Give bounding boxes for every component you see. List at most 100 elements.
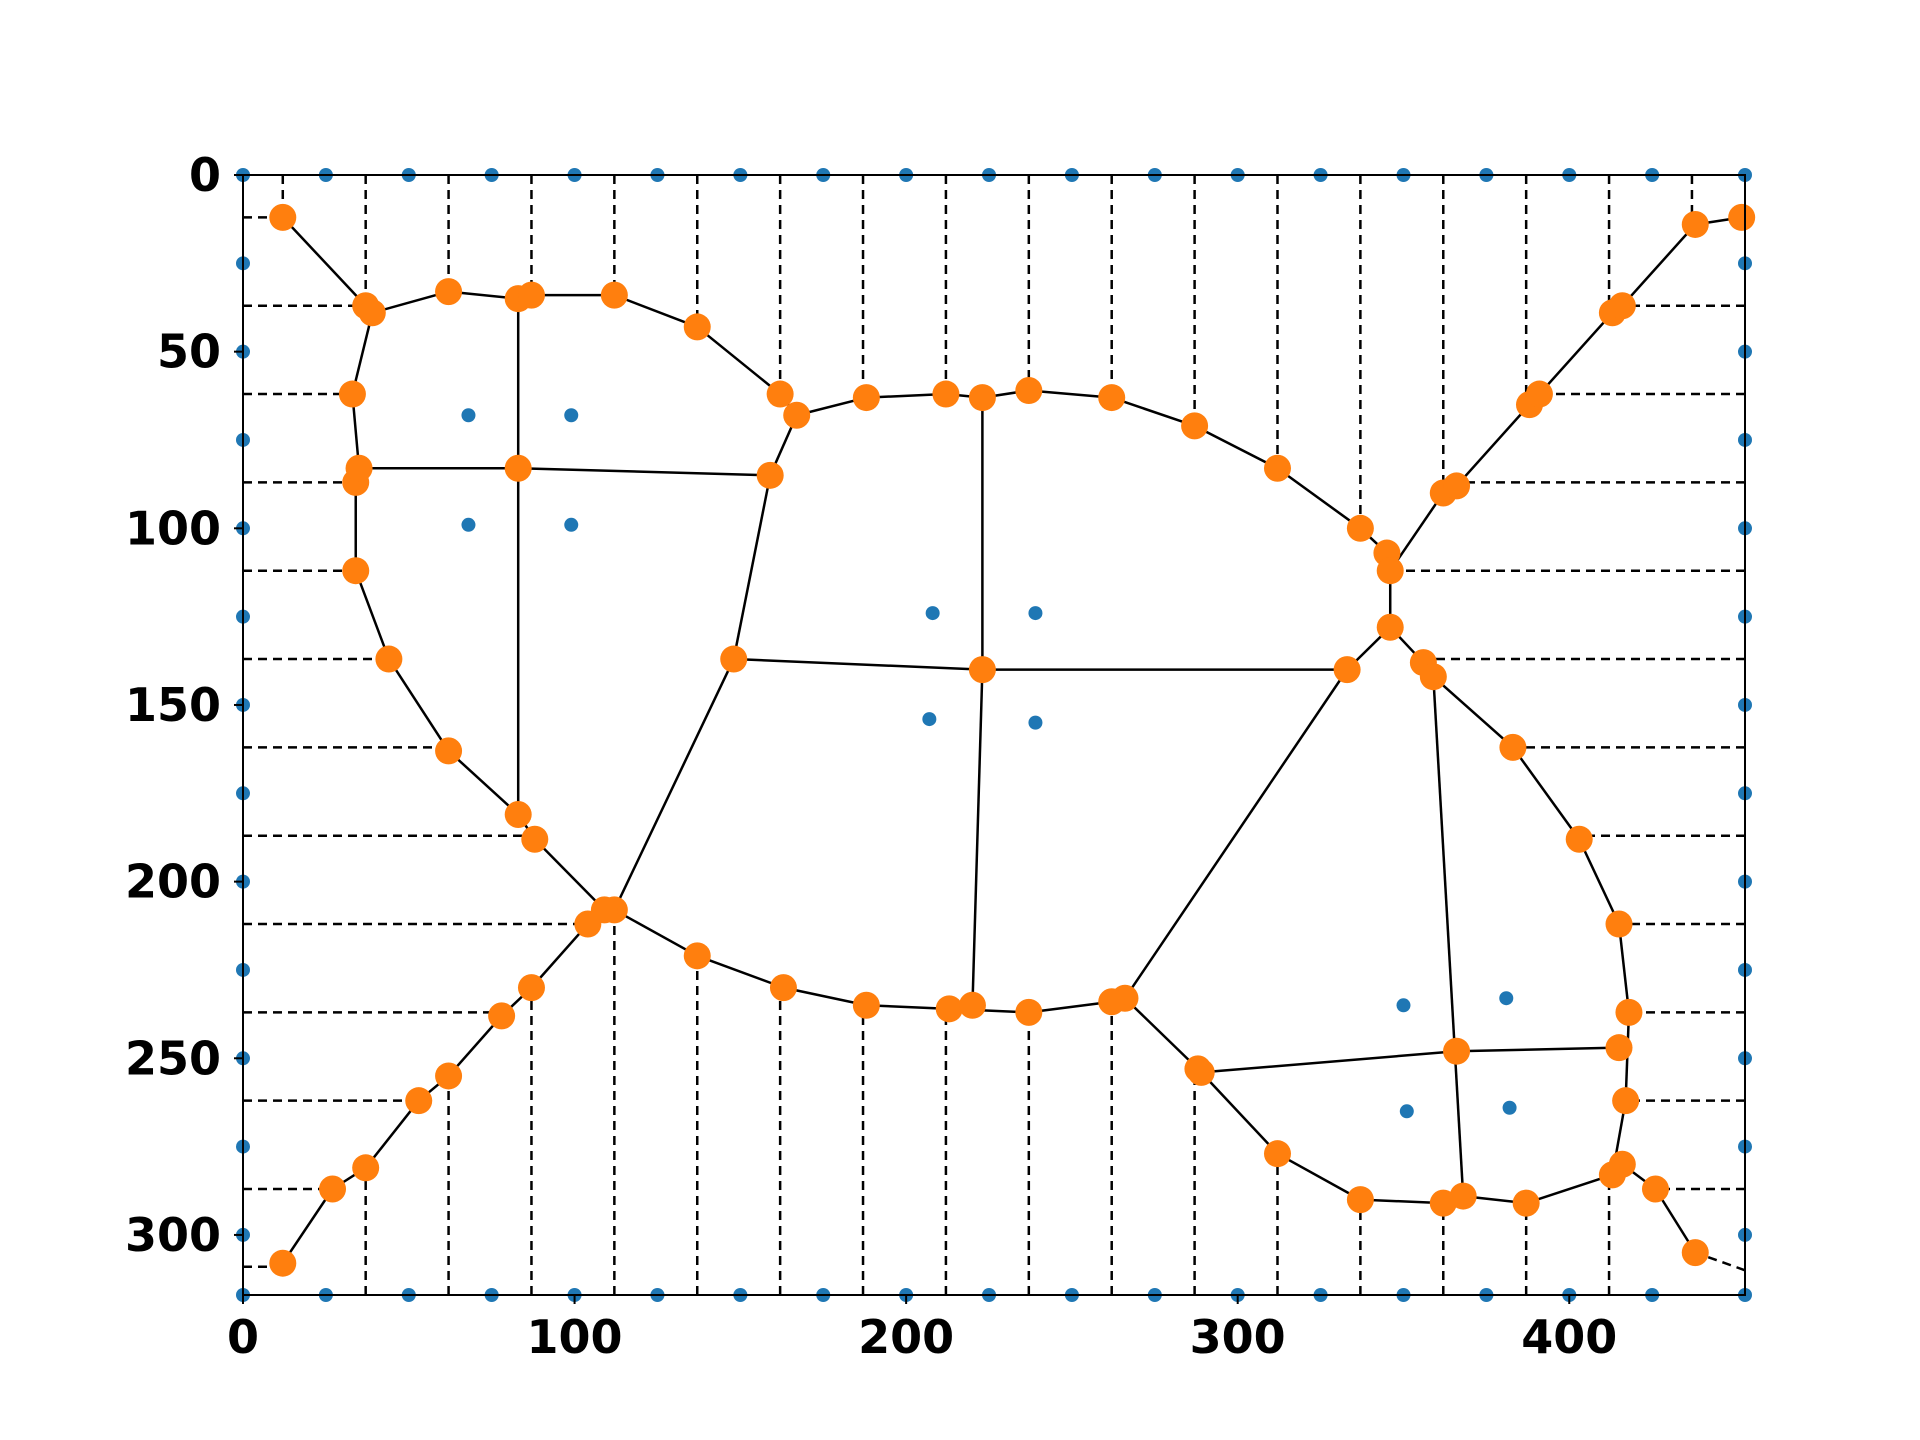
y-tick-label: 0 (189, 148, 221, 202)
orange-point (269, 1249, 297, 1277)
orange-point (375, 645, 403, 673)
orange-point (517, 281, 545, 309)
orange-point (1015, 377, 1043, 405)
orange-point (319, 1175, 347, 1203)
orange-point (1098, 384, 1126, 412)
orange-point (358, 299, 386, 327)
orange-point (683, 313, 711, 341)
blue-point (1502, 1100, 1517, 1115)
voronoi-edge (281, 1188, 334, 1264)
orange-points (269, 203, 1756, 1277)
blue-point (564, 408, 579, 423)
orange-point (756, 461, 784, 489)
orange-point (600, 281, 628, 309)
voronoi-edge (1455, 403, 1531, 487)
voronoi-edge (732, 475, 772, 660)
orange-point (683, 942, 711, 970)
voronoi-edge (1432, 676, 1465, 1197)
orange-point (1605, 1034, 1633, 1062)
orange-point (435, 1062, 463, 1090)
blue-point (1396, 998, 1411, 1013)
orange-point (1681, 210, 1709, 238)
orange-point (1565, 825, 1593, 853)
voronoi-edge (696, 954, 784, 989)
orange-point (852, 991, 880, 1019)
voronoi-edge (971, 669, 984, 1006)
orange-point (1419, 663, 1447, 691)
orange-point (504, 454, 532, 482)
y-axis-ticks: 0 50 100 150 200 250 300 (125, 148, 243, 1262)
orange-point (1608, 292, 1636, 320)
orange-point (517, 974, 545, 1002)
orange-point (968, 656, 996, 684)
voronoi-edge (733, 657, 983, 671)
y-tick-label: 250 (125, 1031, 221, 1085)
orange-point (1015, 998, 1043, 1026)
voronoi-edge (354, 570, 391, 660)
orange-point (1615, 998, 1643, 1026)
blue-point (1399, 1104, 1414, 1119)
voronoi-edge (613, 908, 698, 957)
voronoi-edge (364, 1099, 420, 1169)
voronoi-edge (1432, 675, 1514, 749)
voronoi-edge (1124, 997, 1199, 1070)
orange-point (504, 800, 532, 828)
orange-point (435, 278, 463, 306)
orange-point (1605, 910, 1633, 938)
plot-area-frame (242, 174, 1746, 1296)
voronoi-edge (1276, 1152, 1361, 1201)
orange-point (932, 380, 960, 408)
voronoi-edge (1111, 396, 1196, 428)
orange-point (574, 910, 602, 938)
blue-point (1028, 606, 1043, 621)
orange-point (338, 380, 366, 408)
orange-point (521, 825, 549, 853)
voronoi-edge (1538, 311, 1614, 395)
x-tick-label: 100 (527, 1310, 623, 1364)
voronoi-edge (783, 986, 867, 1007)
orange-point (1443, 472, 1471, 500)
orange-point (720, 645, 748, 673)
orange-point (342, 557, 370, 585)
orange-point (352, 1154, 380, 1182)
orange-point (1429, 1189, 1457, 1217)
dashed-edges (243, 175, 1746, 1295)
voronoi-edge (387, 658, 450, 752)
orange-point (1181, 412, 1209, 440)
voronoi-edge (1028, 389, 1112, 399)
orange-point (766, 380, 794, 408)
blue-point (1028, 715, 1043, 730)
orange-point (1499, 733, 1527, 761)
dashed-edge (1694, 1251, 1746, 1272)
voronoi-edge (1194, 424, 1279, 470)
orange-point (1346, 514, 1374, 542)
voronoi-edge (1456, 1046, 1620, 1053)
orange-point (1263, 1140, 1291, 1168)
voronoi-edge (1621, 223, 1697, 307)
voronoi-edge (351, 312, 374, 395)
orange-point (1512, 1189, 1540, 1217)
blue-point (922, 712, 937, 727)
voronoi-edge (613, 293, 698, 329)
blue-point (461, 408, 476, 423)
x-tick-label: 0 (227, 1310, 259, 1364)
voronoi-edge (1276, 467, 1362, 530)
voronoi-edge (447, 749, 520, 816)
voronoi-edge (1511, 746, 1581, 840)
y-tick-label: 50 (157, 325, 221, 379)
orange-point (1641, 1175, 1669, 1203)
orange-point (968, 384, 996, 412)
voronoi-edge (613, 658, 735, 911)
voronoi-edge (281, 216, 367, 307)
orange-point (783, 401, 811, 429)
orange-point (1681, 1239, 1709, 1267)
orange-point (1263, 454, 1291, 482)
orange-point (769, 974, 797, 1002)
voronoi-edge (518, 466, 771, 477)
orange-point (1443, 1037, 1471, 1065)
orange-point (269, 203, 297, 231)
y-tick-label: 100 (125, 501, 221, 555)
orange-point (1187, 1058, 1215, 1086)
orange-point (1376, 557, 1404, 585)
